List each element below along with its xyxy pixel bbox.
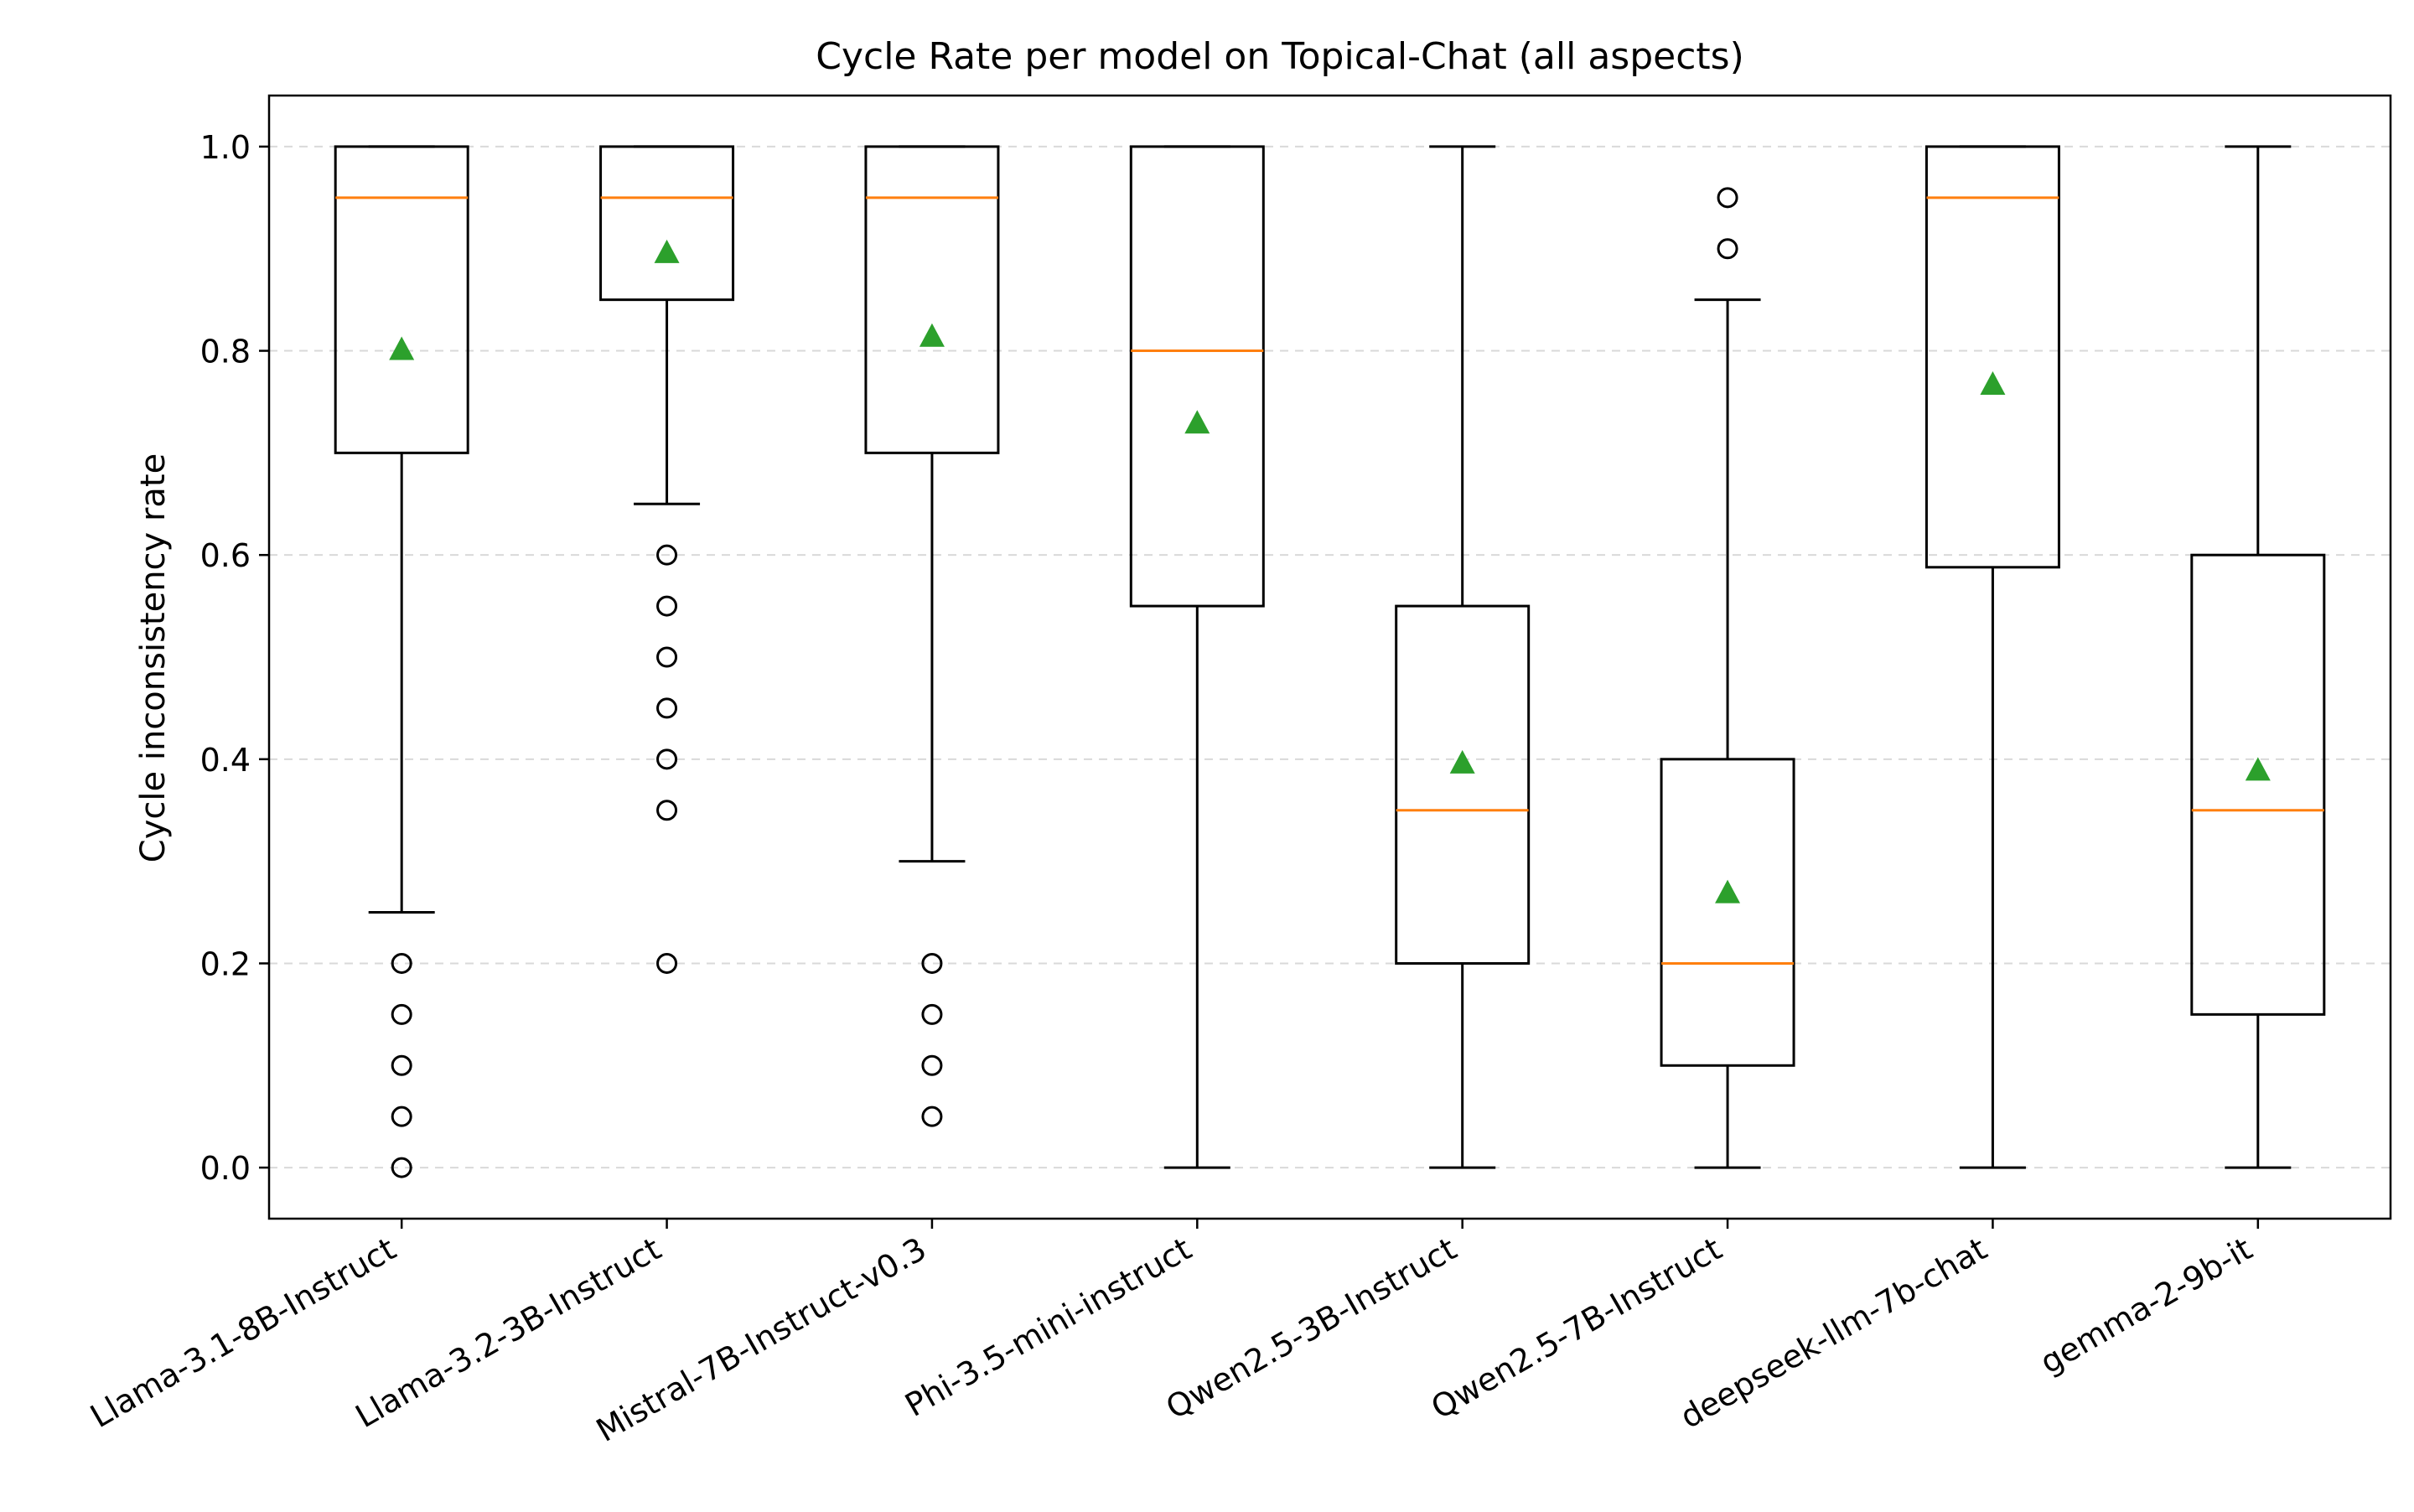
mean-marker [654,239,680,263]
box-group [599,145,735,974]
y-tick-label: 0.2 [200,945,251,982]
mean-marker [1449,749,1475,774]
outlier-point [656,595,678,617]
mean-marker [1184,410,1210,434]
outlier-point [921,1106,943,1127]
outlier-point [1717,187,1738,209]
box-group [1924,145,2060,1169]
x-tick-label: Phi-3.5-mini-instruct [899,1230,1197,1424]
outlier-point [921,1003,943,1025]
y-tick-label: 1.0 [200,129,251,166]
x-tick-label: Qwen2.5-7B-Instruct [1425,1230,1728,1427]
iqr-box [2190,553,2326,1016]
iqr-box [1395,604,1531,965]
outlier-point [656,646,678,668]
outlier-point [656,748,678,770]
outlier-point [1717,238,1738,260]
box-group [1660,187,1795,1169]
outlier-point [921,1054,943,1076]
mean-marker [389,336,415,360]
y-tick-label: 0.6 [200,537,251,574]
box-group [1129,145,1265,1169]
iqr-box [599,145,735,302]
box-group [864,145,1000,1127]
y-tick-label: 0.0 [200,1150,251,1187]
outlier-point [391,1054,412,1076]
outlier-point [656,952,678,974]
box-group [2190,145,2326,1169]
mean-marker [1980,370,2006,395]
box-group [334,145,469,1178]
y-tick-label: 0.8 [200,334,251,370]
y-axis-label: Cycle inconsistency rate [134,453,173,862]
iqr-box [1924,145,2060,569]
outlier-point [391,952,412,974]
outlier-point [391,1003,412,1025]
axes: 0.00.20.40.60.81.0Llama-3.1-8B-InstructL… [84,129,2260,1449]
outlier-point [391,1157,412,1178]
x-tick-label: Qwen2.5-3B-Instruct [1160,1230,1463,1427]
box-group [1395,145,1531,1169]
box-marks [334,145,2326,1178]
iqr-box [1660,758,1795,1067]
x-tick-label: gemma-2-9b-it [2033,1230,2258,1381]
iqr-box [334,145,469,454]
mean-marker [2245,757,2271,781]
y-tick-label: 0.4 [200,742,251,779]
outlier-point [921,952,943,974]
outlier-point [656,544,678,566]
outlier-point [656,697,678,719]
grid-lines [269,145,2391,1169]
iqr-box [864,145,1000,454]
outlier-point [656,800,678,821]
plot-frame [267,94,2392,1220]
mean-marker [1715,879,1741,904]
chart-title: Cycle Rate per model on Topical-Chat (al… [816,35,1744,78]
outlier-point [391,1106,412,1127]
iqr-box [1129,145,1265,608]
mean-marker [919,323,945,347]
